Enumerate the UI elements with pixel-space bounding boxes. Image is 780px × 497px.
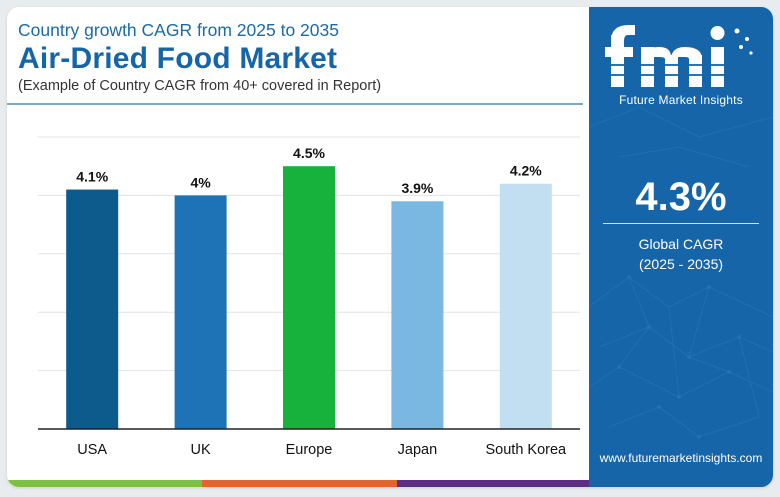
x-tick-label: Japan [398, 442, 438, 458]
bar-japan [391, 201, 444, 429]
bar-usa [66, 189, 119, 429]
footer-strip-segment [202, 480, 397, 487]
data-label: 4% [190, 174, 211, 190]
global-cagr-label: Global CAGR [638, 236, 724, 252]
x-tick-label: Europe [286, 442, 333, 458]
summary-panel: Future Market Insights 4.3% Global CAGR … [589, 7, 773, 487]
chart-subtitle: Country growth CAGR from 2025 to 2035 [18, 20, 339, 40]
data-label: 3.9% [401, 180, 433, 196]
cagr-divider [603, 223, 759, 224]
bar-uk [174, 195, 227, 429]
header-divider [7, 103, 583, 105]
bar-chart-svg: 4.1% USA 4% UK 4.5% Europe 3.9% Japan 4.2% South … [38, 136, 580, 458]
panel-texture [589, 106, 773, 439]
logo-tagline: Future Market Insights [619, 93, 743, 107]
infographic-card: Country growth CAGR from 2025 to 2035 Ai… [7, 7, 773, 487]
global-cagr-period: (2025 - 2035) [638, 256, 724, 272]
footer-strip-segment [397, 480, 589, 487]
x-tick-label: USA [77, 442, 107, 458]
bar-europe [283, 166, 335, 429]
footer-strip-segment [7, 480, 202, 487]
data-label: 4.2% [510, 163, 542, 179]
bar-south-korea [499, 183, 552, 429]
x-tick-label: South Korea [485, 442, 567, 458]
chart-title: Air-Dried Food Market [18, 42, 338, 75]
bar-chart: 4.1% USA 4% UK 4.5% Europe 3.9% Japan 4.2% South … [7, 107, 587, 479]
global-cagr-value: 4.3% [635, 175, 727, 219]
fmi-logo: Future Market Insights [601, 17, 761, 107]
data-label: 4.1% [76, 169, 108, 185]
data-label: 4.5% [293, 145, 325, 161]
x-tick-label: UK [191, 442, 211, 458]
fmi-logo-mark [603, 25, 753, 87]
chart-note: (Example of Country CAGR from 40+ covere… [18, 78, 382, 94]
header: Country growth CAGR from 2025 to 2035 Ai… [18, 19, 588, 95]
website-link[interactable]: www.futuremarketinsights.com [599, 451, 763, 465]
